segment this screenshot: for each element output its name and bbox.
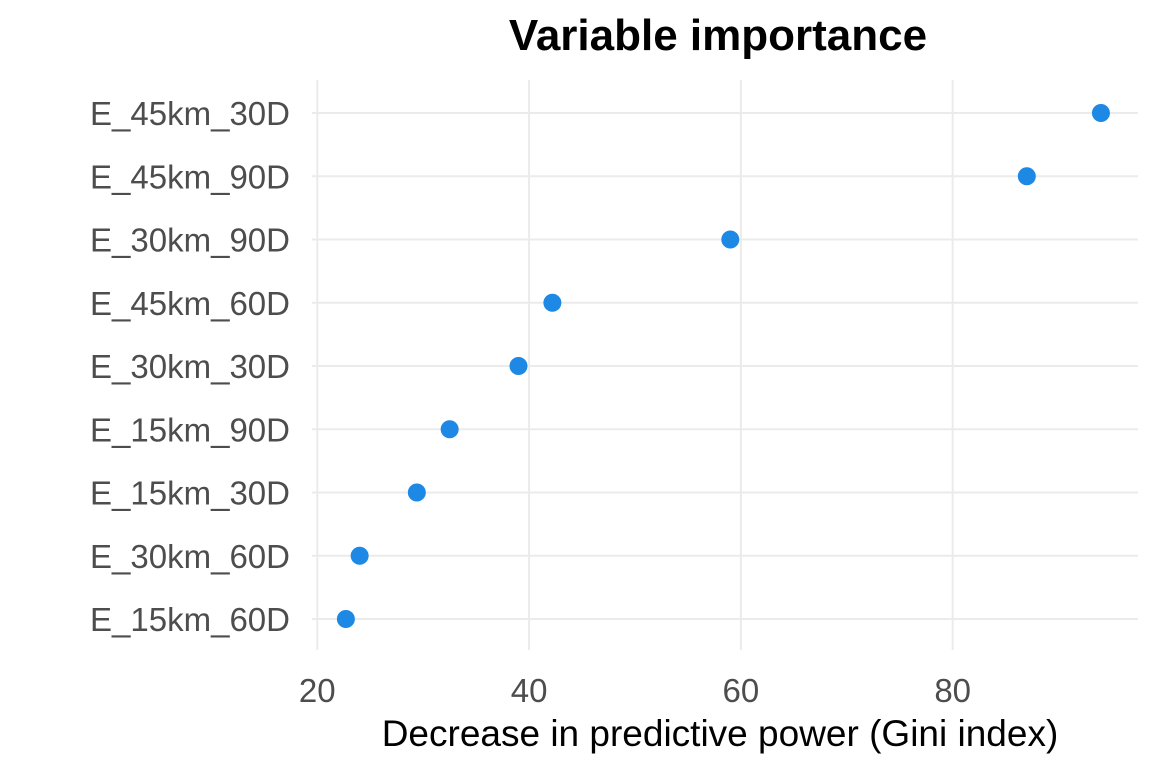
y-tick-label: E_15km_30D (90, 475, 290, 512)
data-point (350, 546, 369, 565)
y-tick-label: E_30km_30D (90, 348, 290, 385)
y-tick-label: E_45km_90D (90, 158, 290, 195)
data-point (407, 483, 426, 502)
y-tick-label: E_45km_30D (90, 95, 290, 132)
y-axis-tick-labels: E_45km_30D E_45km_90D E_30km_90D E_45km_60D… (90, 95, 290, 638)
data-point (1017, 167, 1036, 186)
x-tick-label: 60 (723, 672, 760, 709)
x-tick-label: 80 (934, 672, 971, 709)
y-tick-label: E_30km_90D (90, 222, 290, 259)
data-points (336, 104, 1110, 628)
data-point (336, 610, 355, 628)
y-tick-label: E_15km_60D (90, 601, 290, 638)
grid-lines (312, 80, 1138, 650)
data-point (721, 230, 740, 249)
data-point (1091, 104, 1110, 122)
x-axis-tick-labels: 20 40 60 80 (299, 672, 971, 709)
x-axis-title: Decrease in predictive power (Gini index… (382, 713, 1059, 754)
y-tick-label: E_15km_90D (90, 411, 290, 448)
x-tick-label: 40 (511, 672, 548, 709)
data-point (543, 293, 562, 312)
data-point (509, 357, 528, 375)
x-tick-label: 20 (299, 672, 336, 709)
y-tick-label: E_45km_60D (90, 285, 290, 322)
y-tick-label: E_30km_60D (90, 538, 290, 575)
chart-title: Variable importance (509, 11, 927, 60)
data-point (440, 420, 459, 439)
